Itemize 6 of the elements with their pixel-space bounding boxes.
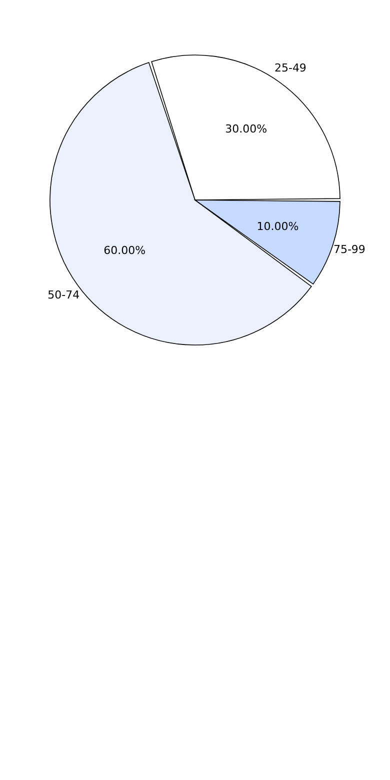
slice-label: 25-49 [274, 62, 306, 75]
data-label: 10.00% [256, 220, 299, 233]
data-label: 30.00% [225, 122, 268, 136]
data-label: 60.00% [104, 244, 146, 258]
slice-label: 75-99 [333, 243, 366, 256]
slice-label: 50-74 [48, 288, 80, 302]
